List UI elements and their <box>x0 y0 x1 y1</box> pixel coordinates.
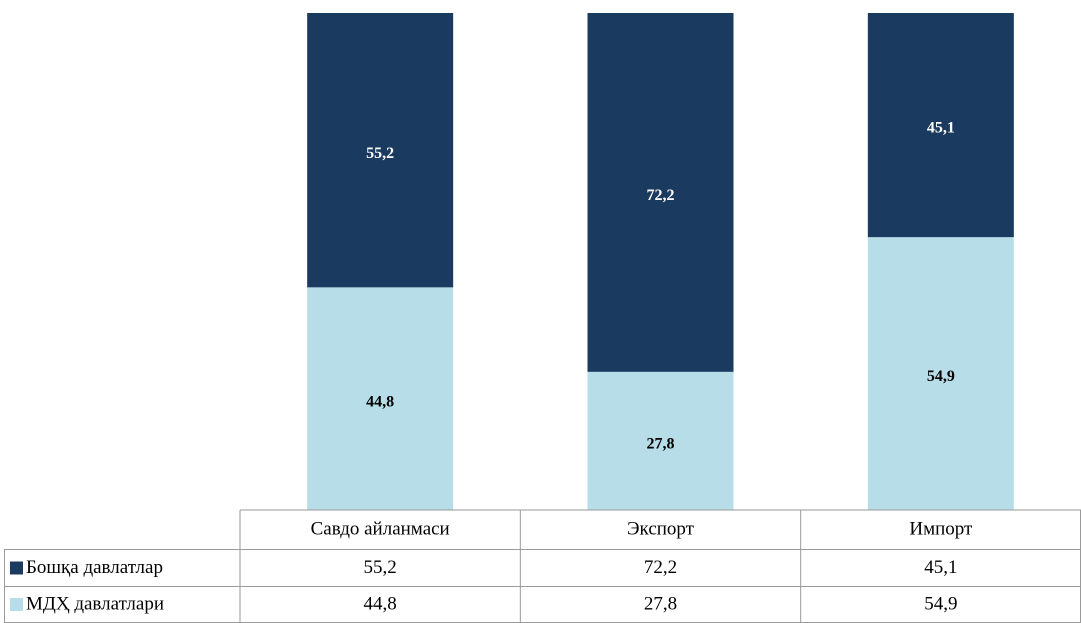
data-label: 55,2 <box>366 145 394 162</box>
bar-segment <box>587 13 734 372</box>
table-cell: 72,2 <box>644 557 677 578</box>
data-label: 54,9 <box>927 368 955 385</box>
legend-label: МДҲ давлатлари <box>26 593 164 614</box>
table-cell: 54,9 <box>924 593 957 614</box>
table-header: Савдо айланмаси <box>311 518 450 539</box>
data-label: 45,1 <box>927 120 955 137</box>
table-cell: 55,2 <box>364 557 397 578</box>
bar-segment <box>867 13 1014 238</box>
table-cell: 44,8 <box>364 593 397 614</box>
bar-segment <box>587 371 734 510</box>
bar-segment <box>307 13 454 288</box>
legend-swatch <box>10 561 23 575</box>
data-label: 27,8 <box>647 436 675 453</box>
bar-segment <box>307 287 454 510</box>
table-cell: 27,8 <box>644 593 677 614</box>
legend-label: Бошқа давлатлар <box>26 557 163 578</box>
table-header: Импорт <box>909 518 973 539</box>
bar-segment <box>867 237 1014 510</box>
table-header: Экспорт <box>627 518 695 539</box>
data-label: 72,2 <box>647 187 675 204</box>
legend-swatch <box>10 598 23 611</box>
data-label: 44,8 <box>366 393 394 410</box>
table-cell: 45,1 <box>924 557 957 578</box>
